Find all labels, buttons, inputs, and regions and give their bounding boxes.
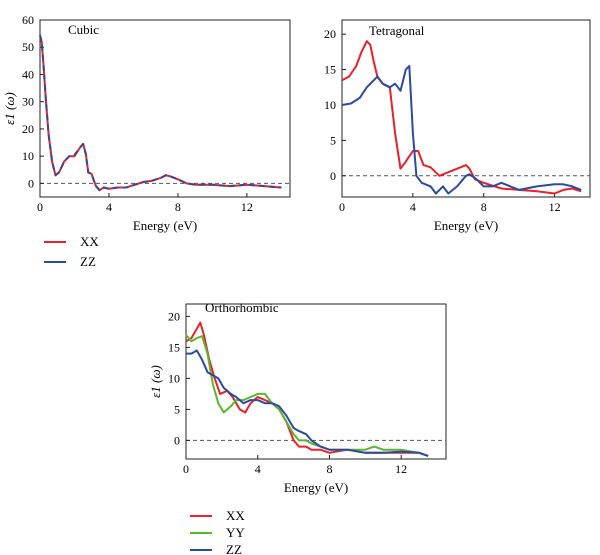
x-tick-label: 12 — [241, 200, 253, 214]
panel-title: Tetragonal — [369, 23, 425, 38]
y-tick-label: 0 — [28, 176, 34, 190]
legend-label: ZZ — [226, 542, 242, 555]
chart-panel-1: 0 4 8 12 0 10 20 30 40 50 60 Cubic Energy (eV) ε1 (ω)… — [2, 13, 291, 269]
y-tick-label: 20 — [324, 27, 336, 41]
x-tick-label: 4 — [106, 200, 112, 214]
y-tick-label: 20 — [168, 309, 180, 323]
plot-frame — [39, 19, 291, 198]
panel-title: Orthorhombic — [205, 300, 279, 315]
legend-label: XX — [226, 508, 245, 523]
y-tick-label: 5 — [174, 402, 180, 416]
series-line-xx — [341, 40, 582, 195]
x-tick-label: 0 — [183, 462, 189, 476]
x-tick-label: 8 — [326, 462, 332, 476]
series-line-zz — [341, 65, 582, 195]
x-tick-label: 12 — [549, 200, 561, 214]
y-tick-label: 40 — [22, 67, 34, 81]
x-axis-label: Energy (eV) — [133, 218, 197, 233]
x-tick-label: 8 — [175, 200, 181, 214]
x-tick-label: 0 — [339, 200, 345, 214]
y-tick-label: 60 — [22, 13, 34, 27]
y-tick-label: 5 — [330, 133, 336, 147]
y-tick-label: 0 — [330, 169, 336, 183]
legend-label: XX — [80, 234, 99, 249]
y-tick-label: 15 — [324, 63, 336, 77]
y-axis-label: ε1 (ω) — [2, 92, 17, 125]
x-axis-label: Energy (eV) — [284, 480, 348, 495]
x-tick-label: 8 — [481, 200, 487, 214]
chart-panel-3: 0 4 8 12 0 5 10 15 20 Orthorhombic Energy (eV) ε1 (… — [148, 300, 447, 555]
x-tick-label: 12 — [395, 462, 407, 476]
y-tick-label: 50 — [22, 40, 34, 54]
legend: XX ZZ — [44, 234, 99, 269]
y-tick-label: 0 — [174, 433, 180, 447]
x-axis-label: Energy (eV) — [434, 218, 498, 233]
x-tick-label: 4 — [255, 462, 261, 476]
legend-label: ZZ — [80, 254, 96, 269]
series-line-zz — [39, 34, 282, 192]
y-tick-label: 10 — [22, 149, 34, 163]
y-tick-label: 10 — [168, 371, 180, 385]
x-tick-label: 0 — [37, 200, 43, 214]
y-tick-label: 20 — [22, 122, 34, 136]
legend: XX YY ZZ — [190, 508, 245, 555]
y-tick-label: 10 — [324, 98, 336, 112]
series-line-yy — [185, 334, 429, 457]
y-tick-label: 15 — [168, 340, 180, 354]
plot-frame — [341, 19, 591, 198]
series-line-xx — [39, 36, 282, 192]
panel-title: Cubic — [68, 22, 99, 37]
plot-frame — [185, 303, 447, 460]
legend-label: YY — [226, 525, 245, 540]
chart-panel-2: 0 4 8 12 0 5 10 15 20 Tetragonal Energy (eV) — [324, 19, 591, 233]
y-tick-label: 30 — [22, 95, 34, 109]
y-axis-label: ε1 (ω) — [148, 365, 163, 398]
series-line-zz — [186, 349, 429, 457]
x-tick-label: 4 — [410, 200, 416, 214]
